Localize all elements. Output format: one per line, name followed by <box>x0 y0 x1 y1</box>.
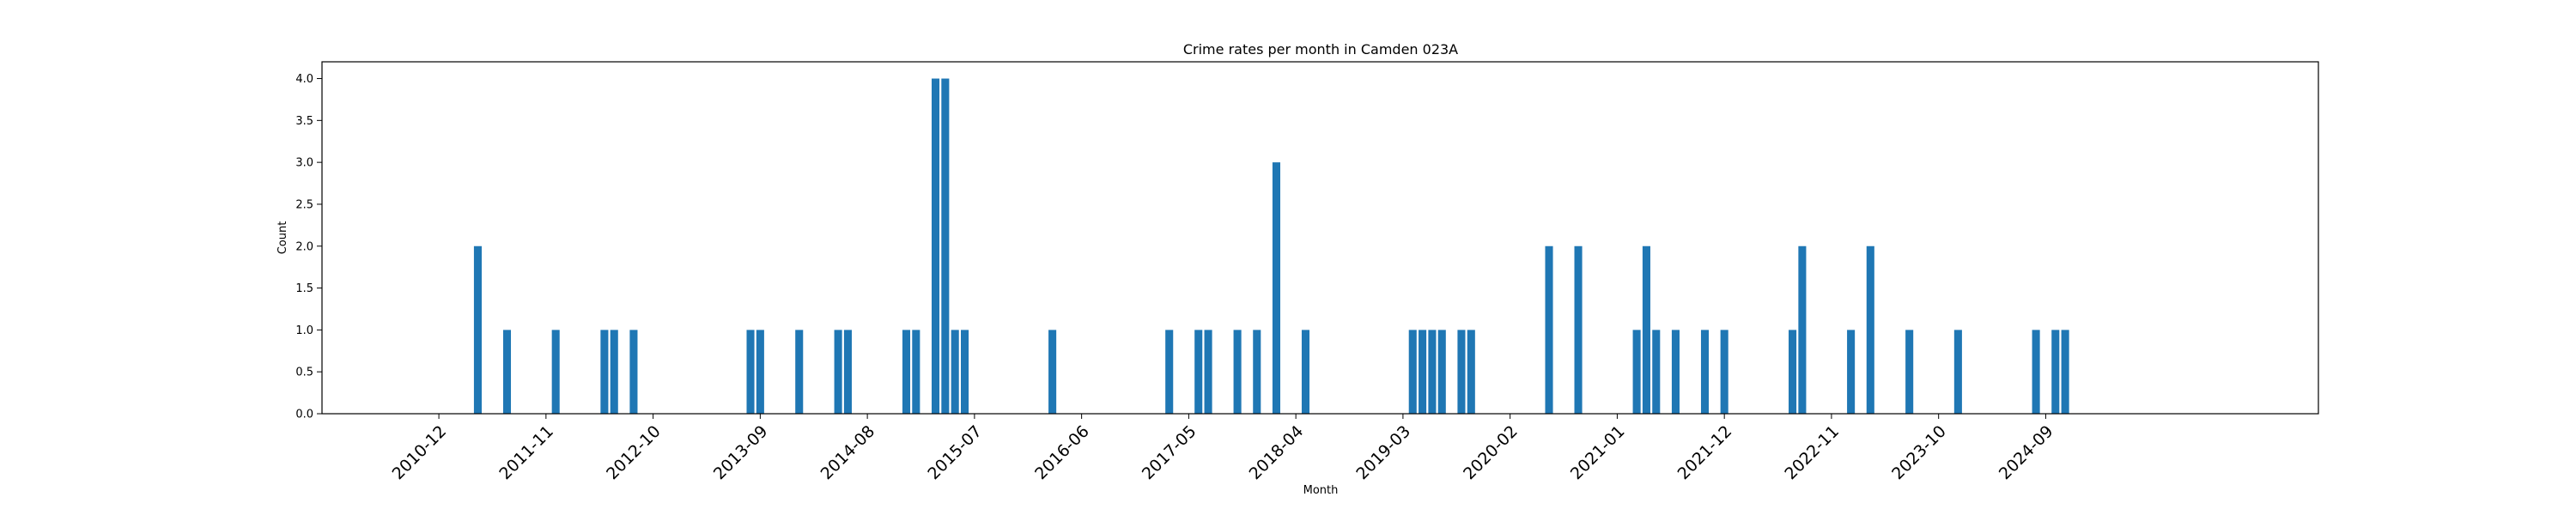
bar-2021-03 <box>1632 330 1641 414</box>
x-tick-label: 2010-12 <box>389 422 451 484</box>
bar-2023-12 <box>1953 330 1962 414</box>
bar-2017-12 <box>1253 330 1261 414</box>
bar-2014-01 <box>795 330 804 414</box>
bar-2017-06 <box>1194 330 1203 414</box>
bar-2012-06 <box>610 330 618 414</box>
bar-2019-06 <box>1428 330 1437 414</box>
bar-2018-05 <box>1301 330 1310 414</box>
x-tick-label: 2020-02 <box>1460 422 1522 484</box>
x-tick-label: 2017-05 <box>1139 422 1200 484</box>
bar-2015-06 <box>961 330 969 414</box>
y-tick-label: 0.5 <box>295 367 313 379</box>
bar-2019-09 <box>1457 330 1466 414</box>
bar-2019-10 <box>1467 330 1475 414</box>
bar-2011-07 <box>502 330 512 414</box>
bar-2019-04 <box>1408 330 1417 414</box>
plot-frame <box>321 61 2319 415</box>
x-axis: 2010-12 2011-11 2012-10 2013-09 2014-08 2015-… <box>389 414 2057 483</box>
bar-2020-06 <box>1545 245 1553 414</box>
bar-2015-03 <box>931 78 940 415</box>
bar-2017-07 <box>1204 330 1212 414</box>
x-tick-label: 2023-10 <box>1888 422 1950 484</box>
y-tick-label: 2.0 <box>295 240 313 253</box>
bar-2013-08 <box>746 330 755 414</box>
bar-2015-01 <box>912 330 920 414</box>
y-tick-label: 4.0 <box>295 73 313 86</box>
bar-2023-07 <box>1905 330 1914 414</box>
bar-2011-12 <box>551 330 560 414</box>
y-tick-label: 0.0 <box>295 409 313 421</box>
bar-2017-03 <box>1165 330 1174 414</box>
bar-2021-12 <box>1720 330 1728 414</box>
bar-2021-10 <box>1700 330 1710 414</box>
x-tick-label: 2018-04 <box>1246 422 1308 484</box>
bar-2018-02 <box>1272 162 1280 414</box>
x-tick-label: 2016-06 <box>1031 422 1093 484</box>
x-tick-label: 2013-09 <box>710 422 772 484</box>
x-tick-label: 2021-12 <box>1674 422 1736 484</box>
bar-2021-07 <box>1671 330 1680 414</box>
y-tick-label: 1.0 <box>295 324 313 337</box>
bar-2021-04 <box>1642 245 1650 414</box>
bar-2013-09 <box>756 330 764 414</box>
bar-2014-05 <box>834 330 842 414</box>
bar-2015-05 <box>951 330 959 414</box>
x-tick-label: 2024-09 <box>1996 422 2057 484</box>
y-axis: 0.0 0.5 1.0 1.5 2.0 2.5 3.0 3.5 4.0 <box>295 73 322 421</box>
y-tick-label: 2.5 <box>295 198 313 211</box>
bars-group <box>473 78 2069 415</box>
bar-2022-07 <box>1789 330 1797 414</box>
x-tick-label: 2012-10 <box>603 422 665 484</box>
chart-title: Crime rates per month in Camden 023A <box>1183 41 1458 58</box>
bar-2011-04 <box>473 245 482 414</box>
bar-2012-08 <box>629 330 638 414</box>
bar-2021-05 <box>1652 330 1661 414</box>
bar-2019-07 <box>1437 330 1446 414</box>
x-tick-label: 2021-01 <box>1567 422 1629 484</box>
y-tick-label: 1.5 <box>295 282 313 295</box>
bar-2017-10 <box>1233 330 1242 414</box>
x-axis-label: Month <box>1303 484 1339 497</box>
x-tick-label: 2019-03 <box>1352 422 1414 484</box>
bar-2020-09 <box>1574 245 1583 414</box>
bar-2014-06 <box>843 330 852 414</box>
x-tick-label: 2022-11 <box>1781 422 1843 484</box>
bar-2024-08 <box>2032 330 2040 414</box>
bar-2015-04 <box>941 78 950 415</box>
bar-2022-08 <box>1798 245 1807 414</box>
bar-2019-05 <box>1419 330 1427 414</box>
bar-2023-03 <box>1866 245 1874 414</box>
y-tick-label: 3.5 <box>295 115 313 128</box>
bar-2014-12 <box>902 330 911 414</box>
bar-2016-03 <box>1048 330 1057 414</box>
bar-2012-05 <box>600 330 609 414</box>
bar-2023-01 <box>1847 330 1856 414</box>
y-axis-label: Count <box>276 221 289 255</box>
x-tick-label: 2014-08 <box>817 422 879 484</box>
bar-2024-10 <box>2051 330 2060 414</box>
bar-2024-11 <box>2061 330 2069 414</box>
y-tick-label: 3.0 <box>295 157 313 170</box>
x-tick-label: 2011-11 <box>495 422 557 484</box>
x-tick-label: 2015-07 <box>924 422 986 484</box>
